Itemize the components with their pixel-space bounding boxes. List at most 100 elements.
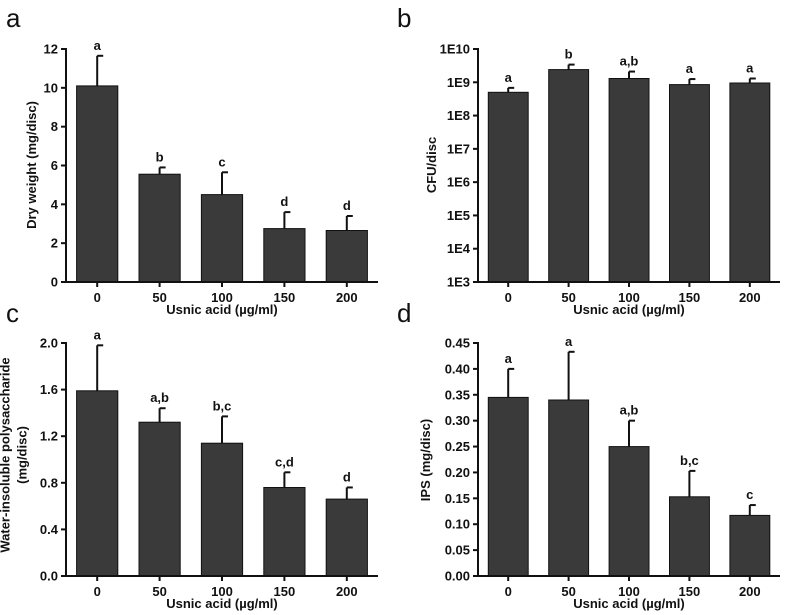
significance-label-a-2: c — [218, 154, 225, 169]
y-tick-label-a-6: 12 — [44, 42, 58, 57]
significance-label-b-3: a — [686, 61, 694, 76]
x-axis-title-d: Usnic acid (µg/ml) — [573, 596, 685, 611]
bar-b-4 — [729, 82, 771, 283]
x-tick-label-d-2: 100 — [618, 584, 640, 599]
bar-c-0 — [76, 390, 119, 577]
significance-label-c-2: b,c — [213, 398, 232, 413]
bar-b-1 — [548, 69, 590, 283]
significance-label-d-2: a,b — [620, 403, 639, 418]
bar-b-3 — [669, 84, 710, 283]
x-tick-label-c-0: 0 — [94, 584, 101, 599]
significance-label-d-4: c — [746, 487, 753, 502]
panel-c: c a 0 a,b 50 b,c 100 c,d 150 d 200 0.0 0.4 0.8 1.2 1.6… — [0, 298, 378, 611]
y-tick-label-a-5: 10 — [44, 80, 58, 95]
panel-d: d a 0 a 50 a,b 100 b,c 150 c 200 0.00 0.05 0.10 0.15 0… — [397, 298, 780, 611]
significance-label-b-0: a — [505, 70, 513, 85]
y-tick-label-b-1: 1E4 — [447, 241, 471, 256]
x-tick-label-d-1: 50 — [561, 584, 575, 599]
significance-label-b-2: a,b — [620, 54, 639, 69]
bar-a-4 — [325, 230, 368, 283]
significance-label-a-4: d — [343, 198, 351, 213]
bar-c-3 — [263, 487, 306, 577]
x-tick-label-a-1: 50 — [152, 290, 166, 305]
y-axis-title-b: CFU/disc — [424, 137, 439, 193]
y-axis-title-a: Dry weight (mg/disc) — [24, 101, 39, 229]
bar-b-0 — [487, 91, 529, 283]
significance-label-d-3: b,c — [680, 453, 699, 468]
x-tick-label-b-4: 200 — [739, 290, 761, 305]
y-axis-title-c-line-0: Water-insoluble polysaccharide — [0, 357, 13, 552]
x-tick-label-a-2: 100 — [211, 290, 233, 305]
significance-label-b-4: a — [746, 61, 754, 76]
panel-letter-d: d — [397, 298, 411, 328]
y-tick-label-d-7: 0.35 — [445, 387, 470, 402]
y-tick-label-c-3: 1.2 — [40, 429, 58, 444]
bar-a-0 — [76, 85, 119, 283]
bar-b-2 — [608, 78, 650, 283]
x-axis-title-a: Usnic acid (µg/ml) — [166, 302, 278, 317]
bar-d-3 — [669, 496, 710, 577]
y-tick-label-b-7: 1E10 — [440, 42, 470, 57]
y-tick-label-d-9: 0.45 — [445, 336, 470, 351]
y-tick-label-d-3: 0.15 — [445, 491, 470, 506]
y-tick-label-d-2: 0.10 — [445, 517, 470, 532]
y-axis-title-d: IPS (mg/disc) — [418, 419, 433, 501]
x-tick-label-c-4: 200 — [336, 584, 358, 599]
y-tick-label-b-5: 1E8 — [447, 108, 470, 123]
y-axis-title-c-line-1: (mg/disc) — [15, 426, 30, 484]
x-tick-label-d-3: 150 — [679, 584, 701, 599]
y-tick-label-d-5: 0.25 — [445, 439, 470, 454]
significance-label-a-0: a — [94, 38, 102, 53]
x-tick-label-d-4: 200 — [739, 584, 761, 599]
x-tick-label-b-0: 0 — [505, 290, 512, 305]
significance-label-d-1: a — [565, 334, 573, 349]
x-tick-label-c-1: 50 — [152, 584, 166, 599]
panel-letter-b: b — [397, 3, 411, 33]
bar-c-1 — [138, 421, 181, 577]
bar-a-3 — [263, 228, 306, 283]
y-tick-label-b-6: 1E9 — [447, 75, 470, 90]
panel-letter-a: a — [6, 3, 21, 33]
y-tick-label-b-0: 1E3 — [447, 275, 470, 290]
significance-label-c-0: a — [94, 327, 102, 342]
x-axis-title-c: Usnic acid (µg/ml) — [166, 596, 278, 611]
x-tick-label-b-2: 100 — [618, 290, 640, 305]
significance-label-c-1: a,b — [150, 390, 169, 405]
x-tick-label-b-1: 50 — [561, 290, 575, 305]
x-tick-label-a-4: 200 — [336, 290, 358, 305]
panel-a: a a 0 b 50 c 100 d 150 d 200 0 2 4 6 8 10 12 Usnic acid (… — [6, 3, 378, 317]
bar-d-2 — [608, 446, 650, 577]
y-tick-label-a-2: 4 — [51, 197, 59, 212]
y-tick-label-b-4: 1E7 — [447, 141, 470, 156]
significance-label-a-1: b — [156, 149, 164, 164]
y-tick-label-a-4: 8 — [51, 119, 58, 134]
significance-label-b-1: b — [565, 47, 573, 62]
y-tick-label-b-2: 1E5 — [447, 208, 470, 223]
y-tick-label-a-0: 0 — [51, 275, 58, 290]
y-tick-label-b-3: 1E6 — [447, 175, 470, 190]
bar-a-1 — [138, 173, 181, 283]
y-tick-label-c-1: 0.4 — [40, 522, 59, 537]
bar-c-4 — [325, 498, 368, 577]
y-tick-label-d-6: 0.30 — [445, 413, 470, 428]
significance-label-a-3: d — [280, 194, 288, 209]
bar-a-2 — [200, 194, 244, 283]
x-axis-title-b: Usnic acid (µg/ml) — [573, 302, 685, 317]
bar-d-4 — [729, 514, 771, 577]
x-tick-label-b-3: 150 — [679, 290, 701, 305]
y-tick-label-d-4: 0.20 — [445, 465, 470, 480]
significance-label-c-3: c,d — [275, 454, 294, 469]
y-tick-label-c-2: 0.8 — [40, 475, 58, 490]
bar-d-1 — [548, 399, 590, 577]
bar-d-0 — [487, 396, 529, 577]
y-tick-label-d-1: 0.05 — [445, 543, 470, 558]
x-tick-label-a-3: 150 — [274, 290, 296, 305]
y-tick-label-c-0: 0.0 — [40, 569, 58, 584]
x-tick-label-c-2: 100 — [211, 584, 233, 599]
y-tick-label-c-4: 1.6 — [40, 382, 58, 397]
y-tick-label-d-8: 0.40 — [445, 361, 470, 376]
y-tick-label-a-1: 2 — [51, 236, 58, 251]
bar-c-2 — [200, 442, 244, 577]
x-tick-label-c-3: 150 — [274, 584, 296, 599]
